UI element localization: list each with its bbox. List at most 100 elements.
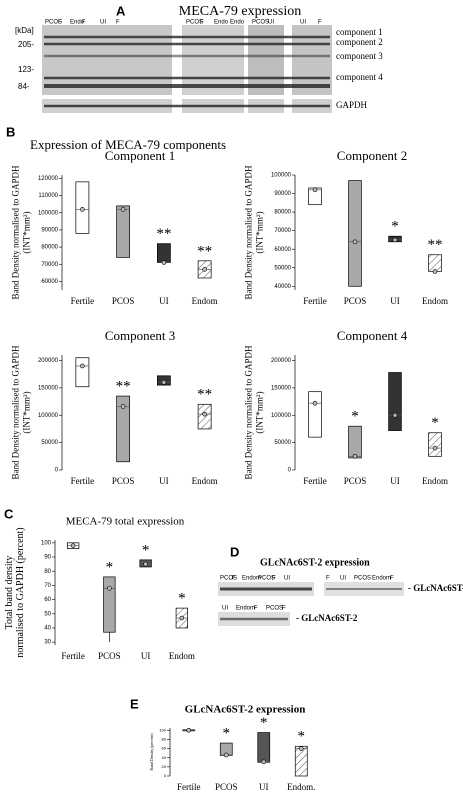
- x-tick-label: Endom: [169, 651, 195, 661]
- lane-label: F: [254, 606, 258, 612]
- significance: *: [178, 591, 186, 607]
- box: [103, 576, 116, 633]
- y-tick-label: 100: [159, 727, 166, 732]
- x-tick-label: UI: [390, 476, 400, 486]
- y-tick-label: 40: [162, 755, 167, 760]
- x-tick-label: Endom: [192, 476, 218, 486]
- y-tick-label: 80000: [274, 210, 291, 216]
- y-tick-label: 150000: [271, 385, 292, 391]
- median-dot: [352, 239, 358, 245]
- y-tick-label: 50000: [41, 440, 58, 446]
- chart-title: Component 2: [337, 148, 407, 163]
- chart-title: MECA-79 total expression: [66, 516, 185, 528]
- x-tick-label: Endom: [422, 296, 448, 306]
- x-tick-label: UI: [141, 651, 151, 661]
- y-tick-label: 120000: [38, 176, 59, 182]
- lane-label: Endo: [214, 20, 229, 26]
- y-tick-label: 80: [162, 736, 167, 741]
- y-axis-label: Band Density normalised to GAPDH: [11, 165, 21, 299]
- y-axis-label: Total band density: [4, 556, 15, 630]
- section-title: Expression of MECA-79 components: [30, 137, 226, 152]
- x-tick-label: UI: [259, 782, 269, 792]
- y-tick-label: 70: [44, 583, 51, 589]
- y-tick-label: 60: [162, 746, 167, 751]
- y-tick-label: 100: [41, 540, 52, 546]
- significance: **: [428, 237, 443, 253]
- marker: 205-: [18, 40, 34, 49]
- x-tick-label: Endom: [422, 476, 448, 486]
- y-tick-label: 50000: [274, 440, 291, 446]
- significance: **: [197, 387, 212, 403]
- x-tick-label: PCOS: [344, 296, 367, 306]
- lane-label: UI: [222, 606, 228, 612]
- y-tick-label: 150000: [38, 385, 59, 391]
- component-label: component 4: [336, 72, 383, 82]
- band-label: - GLcNAc6ST-2: [408, 583, 463, 593]
- y-tick-label: 90000: [41, 228, 58, 234]
- median-dot: [161, 260, 167, 265]
- chart-title: Component 4: [337, 328, 408, 343]
- y-axis-label: normalised to GAPDH (percent): [15, 527, 26, 657]
- significance: *: [223, 726, 231, 742]
- lane-label: F: [282, 606, 286, 612]
- median-dot: [186, 727, 192, 733]
- lane-label: PCOS: [186, 20, 203, 26]
- lane-label: PCOS: [354, 576, 371, 582]
- median-dot: [120, 404, 126, 409]
- median-dot: [223, 752, 229, 758]
- box: [348, 180, 362, 287]
- y-tick-label: 80: [44, 569, 51, 575]
- y-tick-label: 40: [44, 626, 51, 632]
- y-tick-label: 200000: [38, 358, 59, 364]
- median-dot: [107, 585, 112, 591]
- box: [116, 395, 130, 463]
- box: [388, 372, 402, 431]
- significance: *: [351, 409, 359, 425]
- component-label: component 1: [336, 27, 383, 37]
- median-dot: [120, 207, 126, 212]
- y-tick-label: 60: [44, 597, 51, 603]
- panel-label: B: [6, 124, 15, 139]
- lane-label: UI: [340, 576, 346, 582]
- median-dot: [432, 445, 438, 451]
- median-dot: [261, 759, 267, 765]
- box: [257, 732, 271, 763]
- lane-label: UI: [284, 576, 290, 582]
- panel-label: C: [4, 506, 14, 521]
- y-axis-label: (INT*mm²): [22, 391, 32, 433]
- y-tick-label: 0: [288, 468, 292, 474]
- band-label: - GLcNAc6ST-2: [296, 613, 358, 623]
- y-axis-label: Band Density (percent): [149, 733, 154, 771]
- median-dot: [202, 267, 207, 272]
- blot-image: [218, 582, 404, 626]
- chart-title: Component 3: [105, 328, 175, 343]
- x-tick-label: Fertile: [71, 296, 95, 306]
- y-axis-label: (INT*mm²): [255, 211, 265, 253]
- lane-label: F: [326, 576, 330, 582]
- y-tick-label: 100000: [38, 210, 59, 216]
- y-tick-label: 60000: [41, 279, 58, 285]
- chart-title: GLcNAc6ST-2 expression: [185, 704, 306, 716]
- significance: *: [106, 559, 114, 575]
- significance: *: [431, 415, 439, 431]
- significance: *: [298, 729, 306, 745]
- y-tick-label: 30: [44, 640, 51, 646]
- y-tick-label: 100000: [271, 413, 292, 419]
- median-dot: [432, 269, 438, 274]
- x-tick-label: UI: [159, 476, 169, 486]
- x-tick-label: UI: [390, 296, 400, 306]
- blot-title: GLcNAc6ST-2 expression: [260, 557, 370, 568]
- box: [348, 425, 362, 459]
- y-tick-label: 0: [55, 468, 59, 474]
- median-dot: [352, 454, 358, 459]
- lane-label: PCOS: [220, 576, 237, 582]
- lane-label: PCOS: [252, 20, 269, 26]
- median-dot: [312, 187, 318, 193]
- significance: **: [156, 226, 171, 242]
- panel-label: D: [230, 544, 239, 559]
- y-tick-label: 40000: [274, 284, 291, 290]
- x-tick-label: Endom.: [287, 782, 315, 792]
- panel-label: A: [116, 3, 126, 18]
- y-axis-label: (INT*mm²): [22, 211, 32, 253]
- x-tick-label: PCOS: [112, 476, 135, 486]
